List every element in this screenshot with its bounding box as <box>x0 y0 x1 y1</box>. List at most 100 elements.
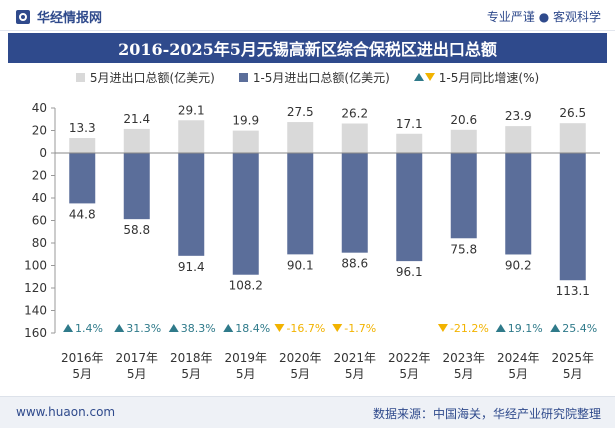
data-label-monthly: 29.1 <box>178 103 205 117</box>
data-label-cumulative: 90.2 <box>505 258 532 272</box>
triangle-up-icon <box>413 73 424 81</box>
bar-monthly <box>396 133 423 153</box>
x-tick-label: 2020年 5月 <box>279 351 322 381</box>
bar-cumulative <box>232 153 259 275</box>
website-link[interactable]: www.huaon.com <box>16 405 116 419</box>
bar-monthly <box>69 138 96 153</box>
x-tick-label-line: 2022年 <box>388 351 431 365</box>
growth-rate-label: 25.4% <box>562 322 597 335</box>
x-tick-label: 2017年 5月 <box>115 351 158 381</box>
y-tick-label: 160 <box>24 326 47 340</box>
bar-monthly <box>232 130 259 153</box>
growth-rate-label: 18.4% <box>235 322 270 335</box>
data-label-monthly: 23.9 <box>505 109 532 123</box>
data-source: 数据来源：中国海关，华经产业研究院整理 <box>372 407 601 421</box>
y-tick-label: 100 <box>24 259 47 273</box>
growth-up-icon <box>495 324 506 332</box>
data-label-cumulative: 96.1 <box>396 265 423 279</box>
x-tick-label-line: 5月 <box>563 367 583 381</box>
growth-up-icon <box>550 324 561 332</box>
x-tick-label-line: 2020年 <box>279 351 322 365</box>
data-label-cumulative: 58.8 <box>123 223 150 237</box>
y-tick-label: 80 <box>32 236 47 250</box>
y-tick-label: 40 <box>32 101 47 115</box>
growth-rate-label: -16.7% <box>286 322 325 335</box>
growth-rate-label: 38.3% <box>181 322 216 335</box>
y-tick-label: 20 <box>32 124 47 138</box>
data-label-monthly: 26.5 <box>559 106 586 120</box>
data-label-cumulative: 91.4 <box>178 260 205 274</box>
legend-item-growth: 1-5月同比增速(%) <box>413 69 539 86</box>
growth-down-icon <box>437 324 448 332</box>
x-tick-label-line: 5月 <box>181 367 201 381</box>
x-tick-label-line: 2017年 <box>115 351 158 365</box>
x-tick-label-line: 2018年 <box>170 351 213 365</box>
data-label-monthly: 13.3 <box>69 121 96 135</box>
legend-swatch-cumulative <box>238 72 248 82</box>
growth-rate-label: 1.4% <box>75 322 103 335</box>
x-tick-label-line: 5月 <box>290 367 310 381</box>
x-tick-label-line: 5月 <box>236 367 256 381</box>
bar-cumulative <box>341 153 368 253</box>
data-label-monthly: 17.1 <box>396 117 423 131</box>
bar-monthly <box>341 123 368 153</box>
triangle-down-icon <box>424 73 435 81</box>
footer: www.huaon.com 数据来源：中国海关，华经产业研究院整理 <box>0 396 615 428</box>
brand[interactable]: 华经情报网 <box>16 7 102 26</box>
growth-rate-label: 19.1% <box>508 322 543 335</box>
bar-cumulative <box>69 153 96 204</box>
x-tick-label-line: 2021年 <box>333 351 376 365</box>
growth-up-icon <box>63 324 74 332</box>
x-tick-label-line: 5月 <box>454 367 474 381</box>
huajing-logo-icon <box>16 9 30 24</box>
legend-label-cumulative: 1-5月进出口总额(亿美元) <box>252 70 390 85</box>
data-label-cumulative: 88.6 <box>341 257 368 271</box>
x-tick-label-line: 2024年 <box>497 351 540 365</box>
bar-cumulative <box>450 153 477 239</box>
x-tick-label-line: 2016年 <box>61 351 104 365</box>
x-tick-label: 2025年 5月 <box>551 351 594 381</box>
bar-monthly <box>559 123 586 153</box>
growth-up-icon <box>168 324 179 332</box>
bar-cumulative <box>505 153 532 255</box>
bar-cumulative <box>396 153 423 262</box>
data-label-cumulative: 44.8 <box>69 207 96 221</box>
top-bar: 华经情报网 专业严谨 ● 客观科学 <box>0 0 615 31</box>
x-tick-label-line: 2023年 <box>442 351 485 365</box>
growth-up-icon <box>114 324 125 332</box>
y-tick-label: 120 <box>24 281 47 295</box>
legend-item-monthly: 5月进出口总额(亿美元) <box>75 69 215 86</box>
chart-plot: 40 20 0 20 40 60 80 100 120 140 160 13.3 44.8 21.4 58.… <box>24 101 600 381</box>
chart-title: 2016-2025年5月无锡高新区综合保税区进出口总额 <box>118 40 497 59</box>
growth-rate-label: -21.2% <box>450 322 489 335</box>
y-tick-label: 40 <box>32 191 47 205</box>
x-tick-label: 2016年 5月 <box>61 351 104 381</box>
bar-cumulative <box>287 153 314 255</box>
legend-label-monthly: 5月进出口总额(亿美元) <box>89 70 215 85</box>
data-label-cumulative: 108.2 <box>229 279 263 293</box>
data-label-cumulative: 90.1 <box>287 258 314 272</box>
data-label-monthly: 27.5 <box>287 105 314 119</box>
growth-rate-label: 31.3% <box>126 322 161 335</box>
x-tick-label-line: 5月 <box>72 367 92 381</box>
bar-monthly <box>287 122 314 153</box>
y-tick-label: 0 <box>39 146 47 160</box>
data-label-monthly: 26.2 <box>341 107 368 121</box>
data-label-monthly: 21.4 <box>123 112 150 126</box>
tagline: 专业严谨 ● 客观科学 <box>486 10 601 24</box>
x-tick-label: 2023年 5月 <box>442 351 485 381</box>
chart-title-bar: 2016-2025年5月无锡高新区综合保税区进出口总额 <box>8 33 607 63</box>
data-label-cumulative: 75.8 <box>450 242 477 256</box>
growth-down-icon <box>332 324 343 332</box>
bar-monthly <box>505 126 532 153</box>
bar-cumulative <box>559 153 586 281</box>
x-tick-label: 2024年 5月 <box>497 351 540 381</box>
chart-legend: 5月进出口总额(亿美元) 1-5月进出口总额(亿美元) 1-5月同比增速(%) <box>0 66 615 88</box>
x-tick-label: 2019年 5月 <box>224 351 267 381</box>
growth-rate-label: -1.7% <box>344 322 376 335</box>
growth-up-icon <box>223 324 234 332</box>
y-tick-label: 60 <box>32 214 47 228</box>
y-tick-label: 140 <box>24 304 47 318</box>
bar-monthly <box>123 128 150 153</box>
data-label-monthly: 19.9 <box>232 114 259 128</box>
